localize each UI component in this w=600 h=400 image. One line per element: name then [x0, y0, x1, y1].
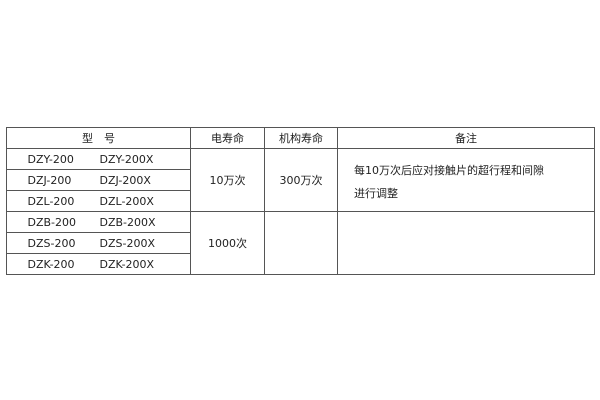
- model-a: DZJ-200: [27, 173, 72, 187]
- header-row: 型 号 电寿命 机构寿命 备注: [6, 127, 595, 149]
- model-b: DZY-200X: [99, 152, 154, 166]
- note-line: 每10万次后应对接触片的超行程和间隙: [354, 164, 544, 177]
- note-cell: [337, 211, 595, 275]
- electrical-life-cell: 1000次: [190, 211, 265, 275]
- model-b: DZS-200X: [99, 236, 156, 250]
- table-row: DZK-200 DZK-200X: [6, 253, 595, 275]
- header-model: 型 号: [6, 127, 191, 149]
- model-a: DZS-200: [27, 236, 76, 250]
- note-cell: 每10万次后应对接触片的超行程和间隙 进行调整: [337, 148, 595, 212]
- table-row: DZB-200 DZB-200X 1000次: [6, 211, 595, 275]
- model-cell: DZS-200 DZS-200X: [6, 232, 191, 254]
- mechanical-life-cell: [264, 211, 338, 275]
- model-b: DZB-200X: [99, 215, 156, 229]
- model-cell: DZB-200 DZB-200X: [6, 211, 191, 233]
- table-row: DZY-200 DZY-200X 10万次 300万次 每10万次后应对接触片的超…: [6, 148, 595, 212]
- model-cell: DZK-200 DZK-200X: [6, 253, 191, 275]
- model-a: DZK-200: [27, 257, 75, 271]
- model-a: DZY-200: [27, 152, 74, 166]
- specs-table: 型 号 电寿命 机构寿命 备注 DZY-200 DZY-200X 10万次 300…: [6, 127, 595, 275]
- model-b: DZK-200X: [99, 257, 155, 271]
- model-cell: DZY-200 DZY-200X: [6, 148, 191, 170]
- model-a: DZL-200: [27, 194, 75, 208]
- header-electrical-life: 电寿命: [190, 127, 265, 149]
- table-row: DZL-200 DZL-200X: [6, 190, 595, 212]
- electrical-life-cell: 10万次: [190, 148, 265, 212]
- model-b: DZL-200X: [99, 194, 154, 208]
- model-a: DZB-200: [27, 215, 77, 229]
- header-mechanical-life: 机构寿命: [264, 127, 338, 149]
- header-note: 备注: [337, 127, 595, 149]
- model-cell: DZL-200 DZL-200X: [6, 190, 191, 212]
- mechanical-life-cell: 300万次: [264, 148, 338, 212]
- model-cell: DZJ-200 DZJ-200X: [6, 169, 191, 191]
- note-line: 进行调整: [354, 187, 398, 200]
- model-b: DZJ-200X: [99, 173, 151, 187]
